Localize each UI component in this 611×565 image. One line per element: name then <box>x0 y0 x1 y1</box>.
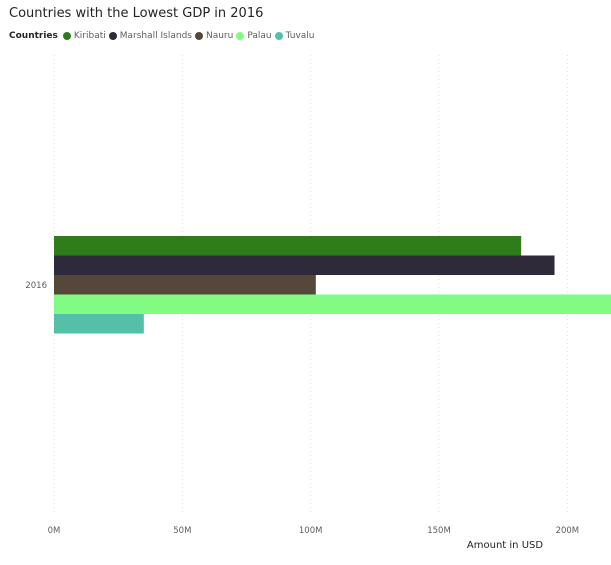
legend-label: Nauru <box>205 31 234 41</box>
legend-title: Countries <box>9 31 58 41</box>
legend-swatch <box>108 32 117 40</box>
legend-label: Kiribati <box>73 31 106 41</box>
legend-swatch <box>194 32 203 40</box>
legend-swatch <box>236 32 245 40</box>
bar-marshall-islands[interactable] <box>54 255 555 276</box>
legend-label: Palau <box>247 31 272 41</box>
x-tick-label: 100M <box>299 526 323 536</box>
legend-item-tuvalu[interactable]: Tuvalu <box>274 31 315 41</box>
legend-label: Marshall Islands <box>119 31 192 41</box>
bar-kiribati[interactable] <box>54 236 522 256</box>
x-tick-label: 150M <box>427 526 451 536</box>
x-tick-label: 50M <box>173 526 191 536</box>
bar-nauru[interactable] <box>54 275 316 295</box>
bar-palau[interactable] <box>54 294 611 315</box>
legend-swatch <box>62 32 71 40</box>
chart-title: Countries with the Lowest GDP in 2016 <box>9 6 264 21</box>
category-label: 2016 <box>25 281 47 291</box>
legend-item-nauru[interactable]: Nauru <box>194 31 234 41</box>
x-tick-label: 200M <box>556 526 580 536</box>
legend-item-kiribati[interactable]: Kiribati <box>62 31 106 41</box>
legend-items: Kiribati Marshall Islands Nauru Palau Tuvalu <box>62 31 318 41</box>
legend-label: Tuvalu <box>285 31 315 41</box>
legend-item-marshall-islands[interactable]: Marshall Islands <box>108 31 192 41</box>
bar-tuvalu[interactable] <box>54 314 144 334</box>
x-tick-label: 0M <box>48 526 61 536</box>
legend-item-palau[interactable]: Palau <box>236 31 272 41</box>
x-axis-title: Amount in USD <box>467 540 543 551</box>
legend: Countries Kiribati Marshall Islands Nauru P… <box>9 31 318 41</box>
legend-swatch <box>274 32 283 40</box>
